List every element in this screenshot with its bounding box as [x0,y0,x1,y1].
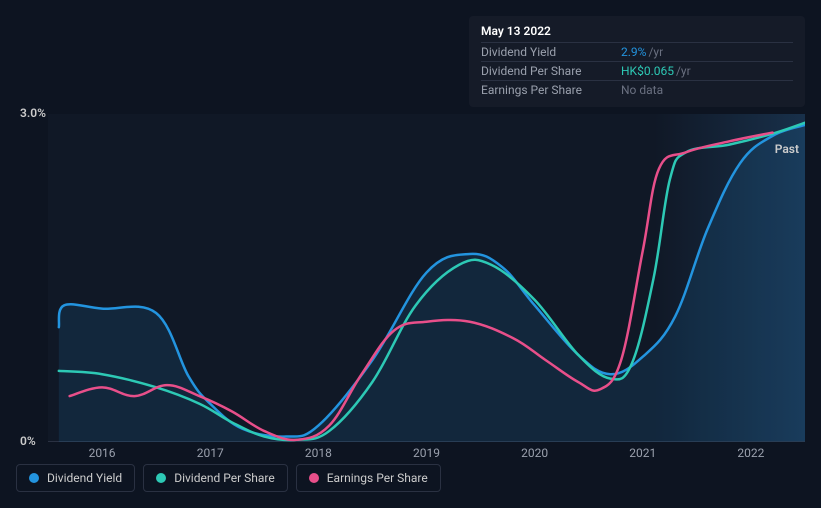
tooltip-row: Dividend Yield2.9%/yr [481,42,793,61]
tooltip-row-label: Dividend Yield [481,45,621,59]
tooltip-row-value: 2.9%/yr [621,45,663,59]
x-axis-label: 2018 [305,446,332,460]
chart-lines [48,114,805,442]
tooltip-row-label: Earnings Per Share [481,83,621,97]
legend-label: Earnings Per Share [327,471,428,485]
series-area [59,125,805,442]
x-axis-label: 2017 [197,446,224,460]
tooltip-row-label: Dividend Per Share [481,64,621,78]
x-axis: 2016 2017 2018 2019 2020 2021 2022 [48,446,805,466]
y-axis-label: 3.0% [20,106,46,120]
past-label: Past [775,142,799,156]
x-axis-label: 2019 [413,446,440,460]
tooltip-row-value: HK$0.065/yr [621,64,691,78]
legend-dot-icon [156,473,166,483]
y-axis-label: 0% [20,434,36,448]
tooltip-row: Dividend Per ShareHK$0.065/yr [481,61,793,80]
legend-item[interactable]: Earnings Per Share [296,464,441,492]
plot-area[interactable]: Past 0%3.0% [48,114,805,442]
x-axis-label: 2020 [521,446,548,460]
legend-label: Dividend Yield [47,471,122,485]
x-axis-label: 2021 [629,446,656,460]
legend-dot-icon [309,473,319,483]
tooltip-row-value: No data [621,83,663,97]
legend-item[interactable]: Dividend Yield [16,464,135,492]
legend: Dividend Yield Dividend Per Share Earnings… [16,464,441,492]
legend-dot-icon [29,473,39,483]
chart-container: May 13 2022 Dividend Yield2.9%/yrDividen… [16,16,805,492]
tooltip-date: May 13 2022 [481,24,793,38]
legend-label: Dividend Per Share [174,471,275,485]
x-axis-label: 2022 [737,446,764,460]
tooltip-row: Earnings Per ShareNo data [481,80,793,99]
legend-item[interactable]: Dividend Per Share [143,464,288,492]
tooltip-panel: May 13 2022 Dividend Yield2.9%/yrDividen… [469,16,805,107]
x-axis-label: 2016 [89,446,116,460]
